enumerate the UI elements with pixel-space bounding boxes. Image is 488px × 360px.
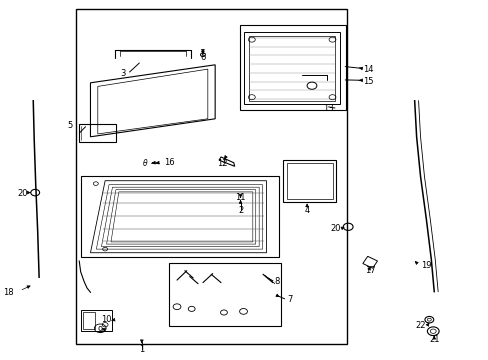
Text: 12: 12 <box>217 159 227 168</box>
Text: 1: 1 <box>139 346 144 354</box>
Bar <box>83 312 95 329</box>
Text: 4: 4 <box>304 207 309 215</box>
Text: 20: 20 <box>330 224 341 233</box>
Text: 9: 9 <box>97 326 102 335</box>
Text: 16: 16 <box>163 158 174 167</box>
Text: 2: 2 <box>238 207 243 215</box>
Text: 15: 15 <box>362 77 372 85</box>
Bar <box>81 310 112 331</box>
Bar <box>239 25 346 110</box>
Text: 20: 20 <box>18 189 28 198</box>
Bar <box>76 9 346 344</box>
Text: 18: 18 <box>3 288 14 297</box>
Text: $\theta$: $\theta$ <box>142 157 149 168</box>
Text: 8: 8 <box>274 277 280 286</box>
Text: 7: 7 <box>287 295 292 304</box>
Bar <box>249 36 334 101</box>
Text: 11: 11 <box>235 193 245 202</box>
Text: 17: 17 <box>365 266 375 275</box>
Text: 14: 14 <box>362 65 372 74</box>
Text: 19: 19 <box>421 261 431 270</box>
Bar <box>81 176 278 257</box>
Bar <box>168 263 281 326</box>
Text: 13: 13 <box>323 104 333 112</box>
Text: 21: 21 <box>428 335 439 343</box>
Text: 22: 22 <box>414 321 425 330</box>
Text: 10: 10 <box>101 315 111 324</box>
Text: 5: 5 <box>67 122 72 130</box>
Bar <box>244 32 339 104</box>
Text: 6: 6 <box>200 53 205 62</box>
Text: 3: 3 <box>121 69 125 78</box>
